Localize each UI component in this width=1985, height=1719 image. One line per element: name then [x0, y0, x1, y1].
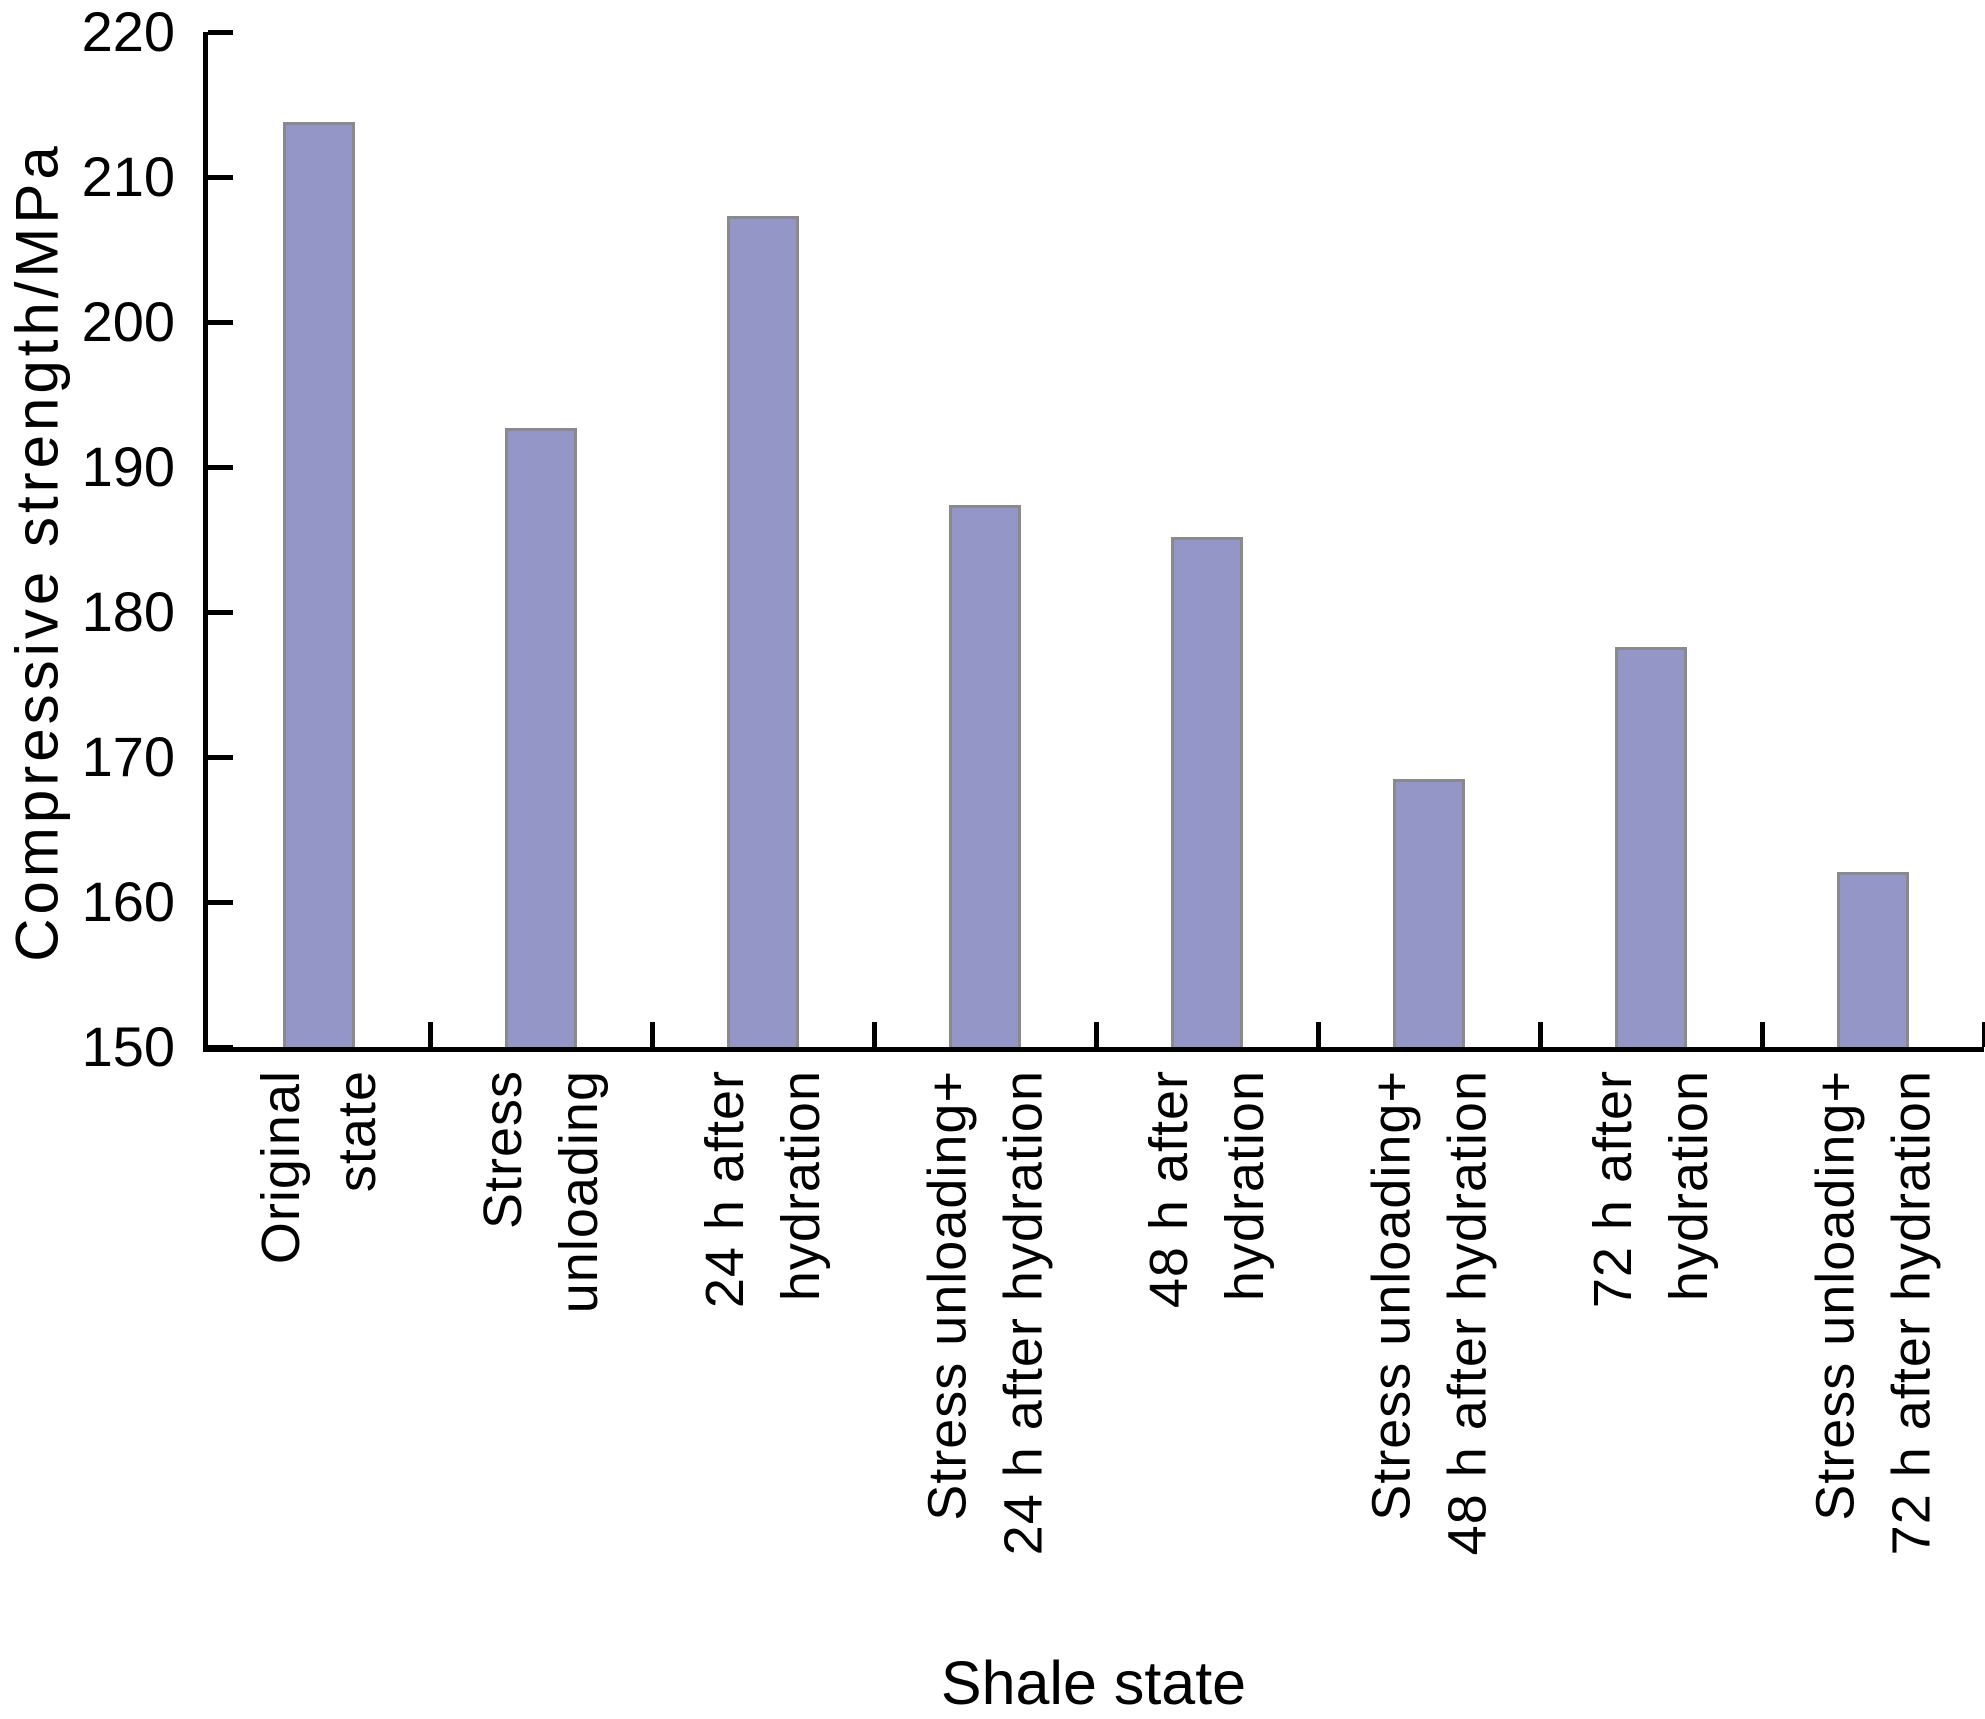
- x-axis-boundary-tick: [1981, 1022, 1985, 1047]
- x-axis-category-label-line: 24 h after: [695, 1070, 755, 1309]
- bar-4: [949, 504, 1021, 1047]
- y-axis-tick: [208, 1044, 233, 1050]
- x-axis-boundary-tick: [1093, 1022, 1099, 1047]
- y-axis-tick-label: 150: [81, 1015, 175, 1078]
- x-axis-boundary-tick: [1315, 1022, 1321, 1047]
- y-axis-title: Compressive strength/MPa: [3, 142, 71, 962]
- x-axis-category-label-1: Original state: [243, 1070, 395, 1264]
- bar-6: [1393, 778, 1465, 1047]
- bar-5: [1171, 536, 1243, 1047]
- x-axis-category-label-3: 24 h after hydration: [687, 1070, 839, 1308]
- x-axis-boundary-tick: [649, 1022, 655, 1047]
- y-axis-tick: [208, 899, 233, 905]
- bar-2: [505, 427, 577, 1047]
- x-axis-category-label-4: Stress unloading+ 24 h after hydration: [909, 1070, 1061, 1555]
- x-axis-category-label-line: Stress unloading+: [1805, 1070, 1865, 1521]
- x-axis-category-label-line: Stress: [473, 1070, 533, 1230]
- x-axis-category-label-line: state: [327, 1070, 387, 1193]
- x-axis-category-label-2: Stress unloading: [465, 1070, 617, 1313]
- x-axis-category-label-line: 72 h after: [1583, 1070, 1643, 1309]
- bar-7: [1615, 646, 1687, 1047]
- x-axis-category-label-line: Original: [251, 1070, 311, 1265]
- y-axis-tick-label: 190: [81, 435, 175, 498]
- y-axis-tick-label: 220: [81, 0, 175, 63]
- x-axis-category-label-line: hydration: [771, 1070, 831, 1302]
- x-axis-category-label-line: 48 h after: [1139, 1070, 1199, 1309]
- x-axis-boundary-tick: [1537, 1022, 1543, 1047]
- y-axis-tick: [208, 29, 233, 35]
- x-axis-category-label-5: 48 h after hydration: [1131, 1070, 1283, 1308]
- y-axis-tick-label: 200: [81, 290, 175, 353]
- x-axis-category-label-line: hydration: [1215, 1070, 1275, 1302]
- x-axis-category-label-8: Stress unloading+ 72 h after hydration: [1797, 1070, 1949, 1555]
- y-axis-tick-label: 170: [81, 725, 175, 788]
- x-axis-category-label-line: 72 h after hydration: [1881, 1070, 1941, 1556]
- x-axis-boundary-tick: [427, 1022, 433, 1047]
- x-axis-boundary-tick: [871, 1022, 877, 1047]
- y-axis-tick-label: 180: [81, 580, 175, 643]
- x-axis-category-label-6: Stress unloading+ 48 h after hydration: [1353, 1070, 1505, 1555]
- x-axis-category-label-line: 24 h after hydration: [993, 1070, 1053, 1556]
- x-axis-category-label-line: 48 h after hydration: [1437, 1070, 1497, 1556]
- plot-area: [203, 29, 1985, 1052]
- y-axis-tick: [208, 174, 233, 180]
- x-axis-category-label-line: Stress unloading+: [917, 1070, 977, 1521]
- x-axis-boundary-tick: [1759, 1022, 1765, 1047]
- y-axis-tick: [208, 754, 233, 760]
- x-axis-category-label-line: hydration: [1659, 1070, 1719, 1302]
- x-axis-title: Shale state: [940, 1649, 1247, 1717]
- x-axis-category-label-line: unloading: [549, 1070, 609, 1314]
- y-axis-tick: [208, 464, 233, 470]
- bar-1: [283, 121, 355, 1047]
- y-axis-tick: [208, 319, 233, 325]
- y-axis-tick-label: 160: [81, 870, 175, 933]
- x-axis-category-label-7: 72 h after hydration: [1575, 1070, 1727, 1308]
- y-axis-tick: [208, 609, 233, 615]
- bar-3: [727, 216, 799, 1047]
- y-axis-tick-label: 210: [81, 145, 175, 208]
- bar-8: [1837, 871, 1909, 1047]
- x-axis-category-label-line: Stress unloading+: [1361, 1070, 1421, 1521]
